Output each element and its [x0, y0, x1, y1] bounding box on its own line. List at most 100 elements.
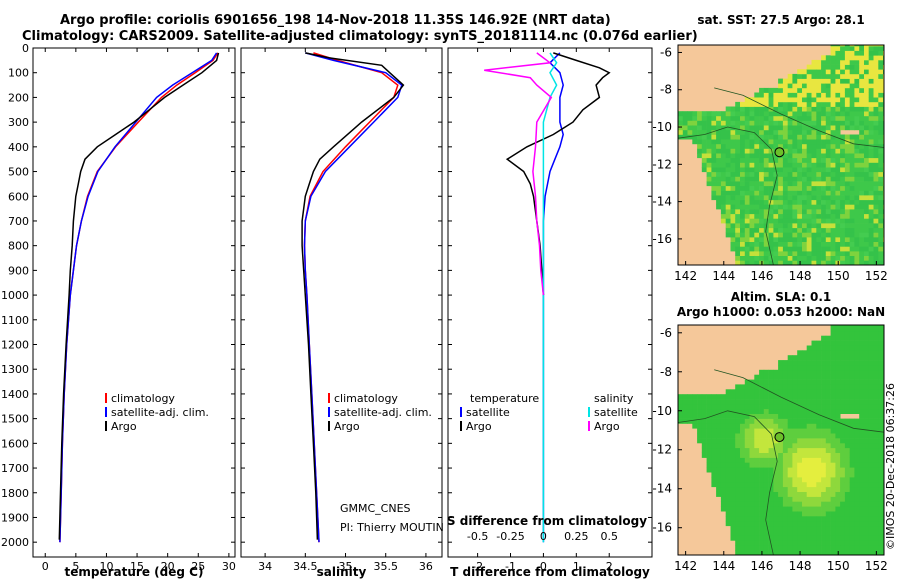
map-cell [778, 167, 784, 173]
map-cell [797, 157, 803, 163]
map-cell [797, 73, 803, 79]
map-x-tick-label: 146 [750, 269, 773, 283]
map-cell [792, 403, 798, 410]
map-cell [740, 433, 746, 439]
map-cell [806, 101, 812, 107]
map-cell [730, 408, 736, 414]
map-cell [873, 530, 879, 536]
map-cell [840, 190, 846, 196]
map-cell [678, 394, 684, 400]
map-cell [792, 433, 798, 439]
map-cell [802, 374, 808, 380]
map-cell [782, 213, 788, 219]
map-cell [816, 162, 822, 168]
map-cell [740, 389, 746, 395]
map-cell [854, 477, 860, 483]
map-cell [802, 209, 808, 215]
map-cell [749, 457, 755, 463]
map-cell [706, 171, 712, 177]
map-cell [730, 472, 736, 478]
map-cell [773, 408, 779, 414]
map-cell [878, 78, 884, 84]
map-cell [878, 195, 884, 201]
map-cell [797, 87, 803, 93]
map-cell [878, 491, 884, 497]
map-cell [768, 545, 774, 551]
map-cell [782, 520, 788, 527]
map-cell [849, 143, 855, 149]
map-cell [792, 477, 798, 483]
map-cell [825, 83, 831, 89]
map-cell [802, 190, 808, 196]
map-cell [802, 148, 808, 154]
map-cell [730, 129, 736, 135]
map-cell [821, 134, 827, 140]
map-cell [740, 148, 746, 154]
map-cell [835, 171, 841, 177]
map-cell [749, 139, 755, 145]
map-cell [792, 374, 798, 380]
map-cell [768, 530, 774, 536]
map-cell [825, 195, 831, 201]
series-line-argo [301, 52, 405, 540]
map-cell [844, 467, 850, 473]
map-cell [787, 481, 793, 488]
map-cell [864, 355, 870, 361]
map-cell [868, 195, 874, 201]
map-cell [830, 369, 836, 375]
map-cell [864, 92, 870, 98]
map-cell [735, 403, 741, 410]
map-cell [787, 472, 793, 478]
map-cell [749, 477, 755, 483]
map-cell [763, 241, 769, 247]
map-cell [759, 423, 765, 429]
map-cell [811, 340, 817, 346]
map-cell [840, 340, 846, 346]
map-cell [749, 251, 755, 256]
map-cell [711, 433, 717, 439]
map-cell [849, 251, 855, 256]
map-cell [844, 237, 850, 242]
map-cell [754, 408, 760, 414]
map-cell [835, 369, 841, 375]
map-cell [782, 101, 788, 107]
map-cell [740, 241, 746, 247]
map-cell [825, 190, 831, 196]
map-cell [778, 255, 784, 261]
map-cell [835, 64, 841, 70]
map-cell [859, 335, 865, 341]
map-cell [735, 550, 741, 555]
map-cell [873, 481, 879, 488]
map-cell [864, 413, 870, 419]
map-cell [868, 120, 874, 126]
map-cell [740, 209, 746, 215]
map-cell [830, 365, 836, 371]
map-cell [878, 365, 884, 371]
map-cell [725, 171, 731, 177]
map-cell [730, 438, 736, 444]
map-cell [754, 413, 760, 419]
map-cell [840, 467, 846, 473]
map-cell [864, 64, 870, 70]
map-cell [854, 176, 860, 182]
map-cell [692, 399, 698, 405]
map-cell [773, 129, 779, 135]
map-cell [849, 428, 855, 434]
map-cell [744, 418, 750, 424]
map-cell [787, 384, 793, 390]
map-cell [844, 511, 850, 517]
map-cell [744, 223, 750, 229]
map-cell [878, 501, 884, 507]
map-cell [854, 550, 860, 555]
map-cell [806, 171, 812, 177]
map-cell [759, 255, 765, 261]
map-cell [821, 525, 827, 531]
map-cell [849, 260, 855, 265]
map-cell [782, 491, 788, 497]
map-cell [859, 535, 865, 541]
map-cell [768, 167, 774, 173]
map-cell [835, 45, 841, 51]
map-cell [859, 153, 865, 159]
map-cell [816, 477, 822, 483]
map-cell [835, 87, 841, 93]
